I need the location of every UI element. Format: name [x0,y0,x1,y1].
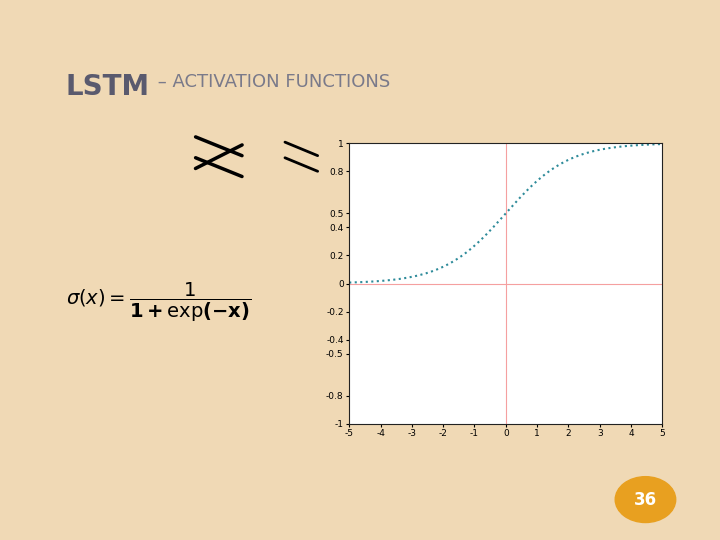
Text: $\sigma(x) = \dfrac{1}{\mathbf{1 + \exp(-x)}}$: $\sigma(x) = \dfrac{1}{\mathbf{1 + \exp(… [66,281,251,324]
Text: – ACTIVATION FUNCTIONS: – ACTIVATION FUNCTIONS [152,73,390,91]
Text: LSTM: LSTM [66,73,150,102]
Text: 36: 36 [634,491,657,509]
Circle shape [615,477,675,523]
